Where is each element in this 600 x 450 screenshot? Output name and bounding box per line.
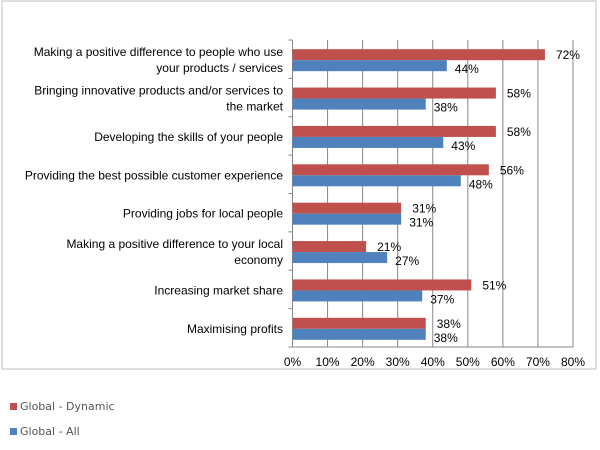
legend-item-global-dynamic: Global - Dynamic bbox=[10, 400, 115, 413]
x-tick-label: 40% bbox=[421, 355, 445, 369]
data-label: 58% bbox=[507, 125, 531, 139]
legend-label: Global - All bbox=[20, 425, 80, 438]
category-label: Bringing innovative products and/or serv… bbox=[34, 84, 283, 114]
data-label: 58% bbox=[507, 87, 531, 101]
bar-global-all bbox=[292, 252, 388, 264]
bar-global-dynamic bbox=[292, 125, 496, 137]
x-tick-label: 60% bbox=[491, 355, 515, 369]
data-label: 38% bbox=[434, 101, 458, 115]
x-tick-label: 80% bbox=[561, 355, 585, 369]
data-label: 21% bbox=[377, 240, 401, 254]
bar-global-dynamic bbox=[292, 241, 367, 253]
legend-swatch-blue bbox=[10, 428, 17, 435]
data-label: 38% bbox=[434, 331, 458, 345]
category-label: Providing the best possible customer exp… bbox=[25, 168, 283, 182]
data-label: 37% bbox=[430, 292, 454, 306]
chart-border bbox=[1, 0, 597, 370]
legend-label: Global - Dynamic bbox=[20, 400, 115, 413]
bar-global-dynamic bbox=[292, 49, 545, 61]
category-label: Making a positive difference to people w… bbox=[34, 45, 284, 75]
data-label: 27% bbox=[395, 254, 419, 268]
x-tick-label: 0% bbox=[284, 355, 302, 369]
bar-global-dynamic bbox=[292, 279, 472, 291]
bar-global-dynamic bbox=[292, 202, 402, 214]
bar-global-dynamic bbox=[292, 317, 426, 329]
x-tick-label: 20% bbox=[351, 355, 375, 369]
data-label: 51% bbox=[482, 278, 506, 292]
bar-global-all bbox=[292, 328, 426, 340]
data-label: 38% bbox=[437, 317, 461, 331]
data-label: 31% bbox=[409, 216, 433, 230]
bar-global-dynamic bbox=[292, 87, 496, 99]
x-tick-label: 70% bbox=[526, 355, 550, 369]
bar-global-all bbox=[292, 60, 447, 72]
x-tick-label: 50% bbox=[456, 355, 480, 369]
bar-global-dynamic bbox=[292, 164, 489, 176]
data-label: 72% bbox=[556, 48, 580, 62]
data-label: 31% bbox=[412, 202, 436, 216]
data-label: 56% bbox=[500, 163, 524, 177]
data-label: 43% bbox=[451, 139, 475, 153]
legend-item-global-all: Global - All bbox=[10, 425, 80, 438]
category-label: Providing jobs for local people bbox=[123, 207, 283, 221]
x-tick-label: 10% bbox=[316, 355, 340, 369]
bar-global-all bbox=[292, 290, 423, 302]
bar-global-all bbox=[292, 175, 461, 187]
category-label: Developing the skills of your people bbox=[94, 130, 283, 144]
bar-global-all bbox=[292, 136, 444, 148]
x-tick-label: 30% bbox=[386, 355, 410, 369]
data-label: 48% bbox=[469, 177, 493, 191]
legend-swatch-red bbox=[10, 403, 17, 410]
data-label: 44% bbox=[455, 62, 479, 76]
bar-global-all bbox=[292, 213, 402, 225]
category-label: Maximising profits bbox=[187, 322, 283, 336]
category-label: Making a positive difference to your loc… bbox=[66, 237, 283, 267]
bar-global-all bbox=[292, 98, 426, 110]
category-label: Increasing market share bbox=[154, 283, 283, 297]
